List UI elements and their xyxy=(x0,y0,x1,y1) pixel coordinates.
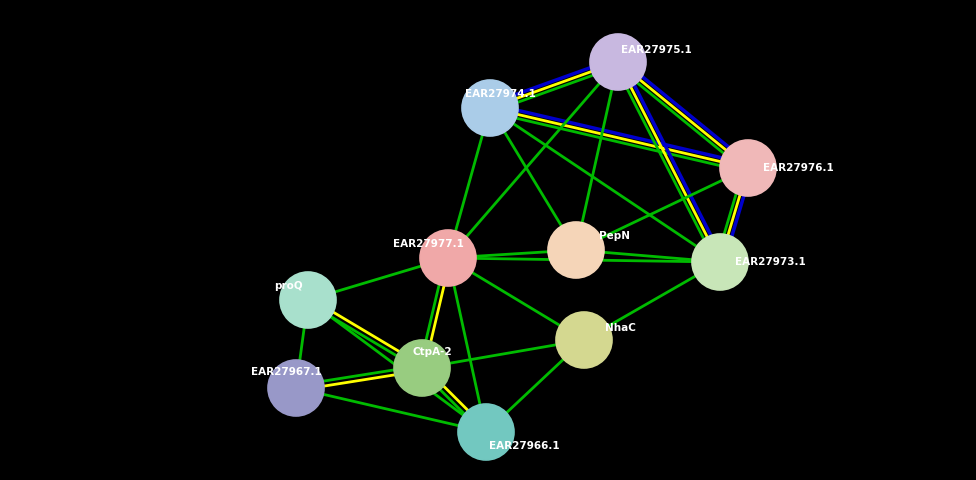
Circle shape xyxy=(692,234,748,290)
Text: EAR27967.1: EAR27967.1 xyxy=(251,367,321,377)
Circle shape xyxy=(590,34,646,90)
Text: EAR27966.1: EAR27966.1 xyxy=(489,441,559,451)
Text: EAR27977.1: EAR27977.1 xyxy=(392,239,464,249)
Circle shape xyxy=(556,312,612,368)
Text: CtpA-2: CtpA-2 xyxy=(412,347,452,357)
Text: PepN: PepN xyxy=(598,231,630,241)
Circle shape xyxy=(280,272,336,328)
Circle shape xyxy=(420,230,476,286)
Circle shape xyxy=(394,340,450,396)
Text: NhaC: NhaC xyxy=(604,323,635,333)
Circle shape xyxy=(268,360,324,416)
Text: EAR27976.1: EAR27976.1 xyxy=(762,163,834,173)
Text: EAR27975.1: EAR27975.1 xyxy=(621,45,691,55)
Circle shape xyxy=(548,222,604,278)
Text: EAR27974.1: EAR27974.1 xyxy=(465,89,536,99)
Text: proQ: proQ xyxy=(273,281,303,291)
Text: EAR27973.1: EAR27973.1 xyxy=(735,257,805,267)
Circle shape xyxy=(720,140,776,196)
Circle shape xyxy=(458,404,514,460)
Circle shape xyxy=(462,80,518,136)
